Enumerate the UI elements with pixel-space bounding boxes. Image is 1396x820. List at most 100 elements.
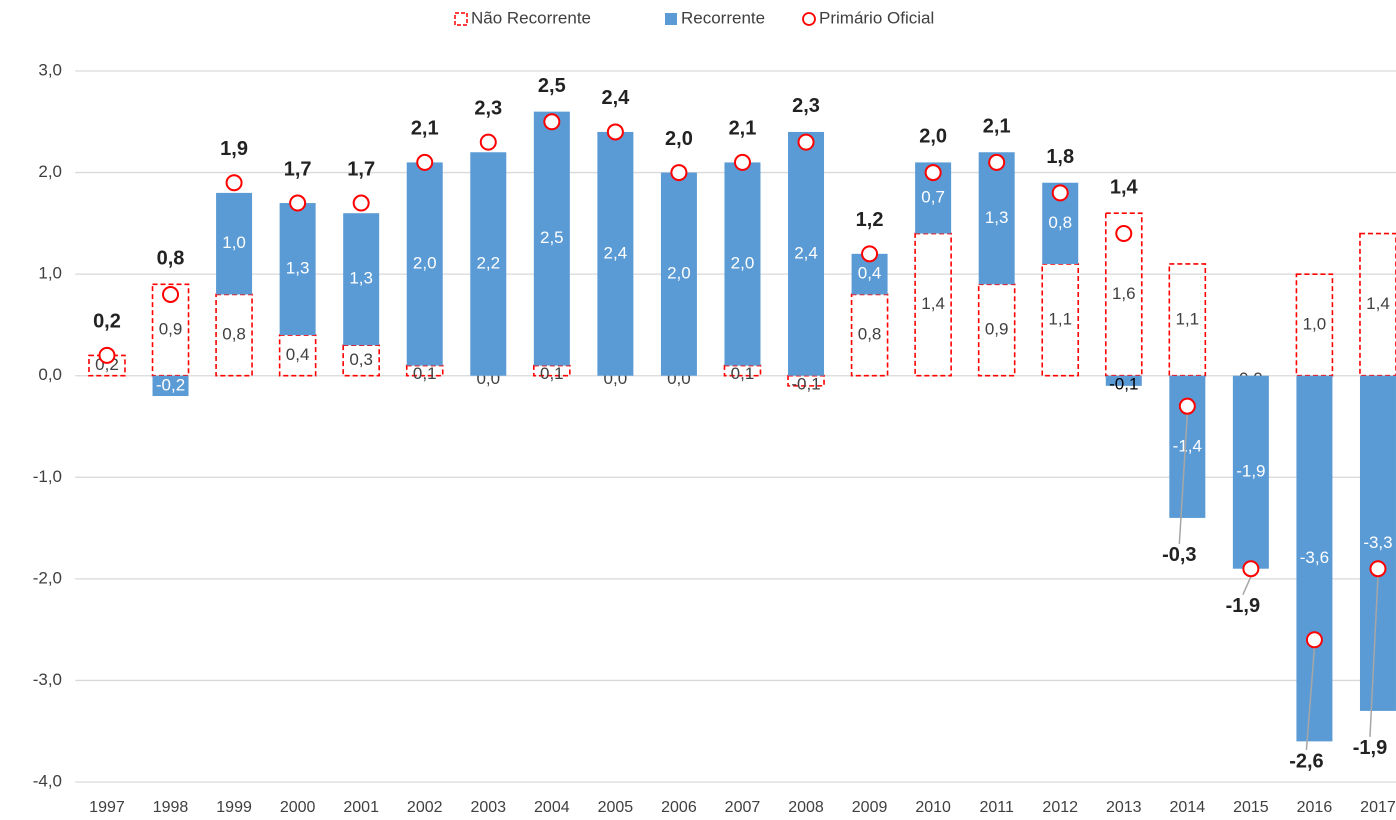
y-tick-label: 2,0 (38, 162, 62, 181)
bar-segment (470, 152, 507, 376)
y-tick-label: -1,0 (33, 467, 62, 486)
x-tick-label: 2016 (1297, 799, 1333, 816)
point (1369, 560, 1387, 578)
x-tick-label: 2010 (915, 799, 951, 816)
data-label: 0,8 (1048, 213, 1072, 232)
leader-line (1305, 647, 1316, 751)
data-label: 0,4 (286, 345, 310, 364)
y-tick-label: 3,0 (38, 60, 62, 79)
data-label: 1,6 (1112, 284, 1136, 303)
data-label: 0,8 (222, 325, 246, 344)
bar-segment (1359, 375, 1396, 711)
y-tick-label: 0,0 (38, 365, 62, 384)
x-tick-label: 2009 (852, 799, 888, 816)
bar-segment (533, 111, 570, 366)
point (797, 133, 815, 151)
data-label: -1,4 (1173, 436, 1202, 455)
x-tick-label: 2004 (534, 799, 570, 816)
point-label: 0,8 (157, 248, 185, 270)
bar-segment (660, 172, 697, 376)
point-label: 1,9 (220, 138, 248, 160)
data-label: -3,6 (1300, 548, 1329, 567)
point (289, 194, 307, 212)
data-label: -0,2 (156, 375, 185, 394)
point (1115, 225, 1133, 243)
x-tick-label: 2014 (1170, 799, 1206, 816)
bar-segment (1105, 375, 1142, 386)
point-label: -1,9 (1226, 595, 1260, 617)
leader-line (1242, 576, 1252, 596)
point-label: 2,1 (983, 116, 1011, 138)
point (479, 133, 497, 151)
point-label: -0,3 (1162, 544, 1196, 566)
point (98, 346, 116, 364)
x-tick-label: 2011 (979, 799, 1014, 816)
data-label: -3,3 (1363, 533, 1392, 552)
point-label: 2,1 (729, 118, 757, 140)
x-tick-label: 2012 (1042, 799, 1078, 816)
data-label: 1,1 (1176, 309, 1200, 328)
point (861, 245, 879, 263)
y-tick-label: -3,0 (33, 670, 62, 689)
bar-segment (1168, 263, 1207, 377)
legend-label: Recorrente (681, 8, 765, 27)
data-label: -0,1 (791, 374, 820, 393)
data-label: 2,0 (413, 253, 437, 272)
data-label: 1,1 (1048, 309, 1072, 328)
point (606, 123, 624, 141)
point-label: -1,9 (1353, 737, 1387, 759)
bar-segment (406, 162, 443, 366)
bar-segment (597, 131, 634, 376)
data-label: 0,8 (858, 325, 882, 344)
point-label: 2,4 (601, 87, 630, 109)
point-label: 1,2 (856, 209, 884, 231)
point-label: 2,0 (919, 126, 947, 148)
x-tick-label: 2003 (470, 799, 506, 816)
data-label: 0,3 (349, 350, 373, 369)
point (1051, 184, 1069, 202)
point (733, 153, 751, 171)
bar-segment (1232, 375, 1269, 569)
point-label: 2,0 (665, 128, 693, 150)
bar-segment (343, 213, 380, 346)
point (416, 153, 434, 171)
data-label: 2,4 (794, 243, 818, 262)
data-label: 2,4 (604, 243, 628, 262)
data-label: 2,0 (731, 253, 755, 272)
x-tick-label: 2017 (1360, 799, 1396, 816)
point-label: 1,8 (1046, 146, 1074, 168)
data-label: 0,1 (731, 364, 755, 383)
point (162, 285, 180, 303)
point-label: 1,4 (1110, 176, 1139, 198)
data-label: 1,4 (1366, 294, 1390, 313)
x-tick-label: 2013 (1106, 799, 1142, 816)
point (988, 153, 1006, 171)
data-label: 0,9 (159, 319, 183, 338)
point (543, 113, 561, 131)
point-label: 2,5 (538, 75, 566, 97)
x-tick-label: 2008 (788, 799, 824, 816)
legend-label: Não Recorrente (471, 8, 591, 27)
bar-segment (1296, 375, 1333, 742)
data-label: 0,1 (413, 364, 437, 383)
bar-segment (724, 162, 761, 366)
x-tick-label: 2007 (725, 799, 761, 816)
bar-segment (151, 283, 190, 377)
data-label: 0,7 (921, 187, 945, 206)
x-tick-label: 1999 (216, 799, 252, 816)
x-tick-label: 2000 (280, 799, 316, 816)
point-label: 0,2 (93, 311, 121, 333)
legend-label: Primário Oficial (819, 8, 934, 27)
data-label: 0,9 (985, 319, 1009, 338)
x-tick-label: 2001 (343, 799, 379, 816)
point (670, 164, 688, 182)
data-label: 2,2 (476, 253, 500, 272)
bar-segment (279, 203, 316, 336)
x-tick-label: 2005 (598, 799, 634, 816)
data-label: 1,3 (286, 259, 310, 278)
x-tick-label: 1997 (89, 799, 125, 816)
x-tick-label: 2002 (407, 799, 443, 816)
data-label: -1,9 (1236, 462, 1265, 481)
